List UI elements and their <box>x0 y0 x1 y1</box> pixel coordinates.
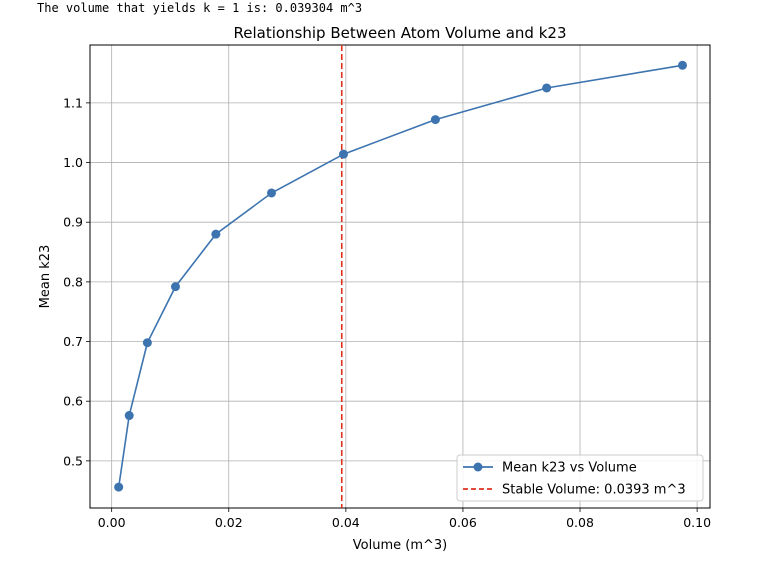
axis-ticks: 0.00 0.02 0.04 0.06 0.08 0.10 0.5 0.6 0.7 0.8 0.9 1… <box>63 95 711 530</box>
y-tick-label: 1.0 <box>63 155 83 170</box>
data-point <box>677 60 687 70</box>
legend-marker-sample <box>473 462 483 472</box>
x-tick-label: 0.00 <box>98 515 126 530</box>
x-tick-label: 0.06 <box>449 515 477 530</box>
legend-entry-reference: Stable Volume: 0.0393 m^3 <box>502 483 686 498</box>
legend: Mean k23 vs Volume Stable Volume: 0.0393… <box>456 454 704 502</box>
grid-lines <box>90 45 710 508</box>
data-point <box>211 229 221 239</box>
y-tick-label: 0.8 <box>63 274 83 289</box>
legend-entry-series: Mean k23 vs Volume <box>502 461 637 476</box>
x-axis-label: Volume (m^3) <box>353 538 447 553</box>
series-line <box>117 64 683 488</box>
data-point <box>142 338 152 348</box>
data-point <box>430 115 440 125</box>
data-point <box>124 411 134 421</box>
data-point <box>542 83 552 93</box>
data-point <box>114 482 124 492</box>
x-tick-label: 0.04 <box>332 515 360 530</box>
y-tick-label: 0.7 <box>63 334 83 349</box>
chart-title: Relationship Between Atom Volume and k23 <box>233 24 566 42</box>
plot-frame <box>89 44 711 509</box>
data-point <box>339 149 349 159</box>
x-tick-label: 0.02 <box>215 515 243 530</box>
y-tick-label: 0.6 <box>63 394 83 409</box>
x-tick-label: 0.08 <box>566 515 594 530</box>
y-tick-label: 1.1 <box>63 95 83 110</box>
y-axis-label: Mean k23 <box>38 245 53 309</box>
legend-frame <box>456 454 704 502</box>
x-tick-label: 0.10 <box>683 515 711 530</box>
y-tick-label: 0.5 <box>63 453 83 468</box>
y-tick-label: 0.9 <box>63 215 83 230</box>
data-point <box>170 282 180 292</box>
data-point <box>266 188 276 198</box>
console-output-line: The volume that yields k = 1 is: 0.03930… <box>37 1 363 15</box>
data-series <box>114 60 687 492</box>
